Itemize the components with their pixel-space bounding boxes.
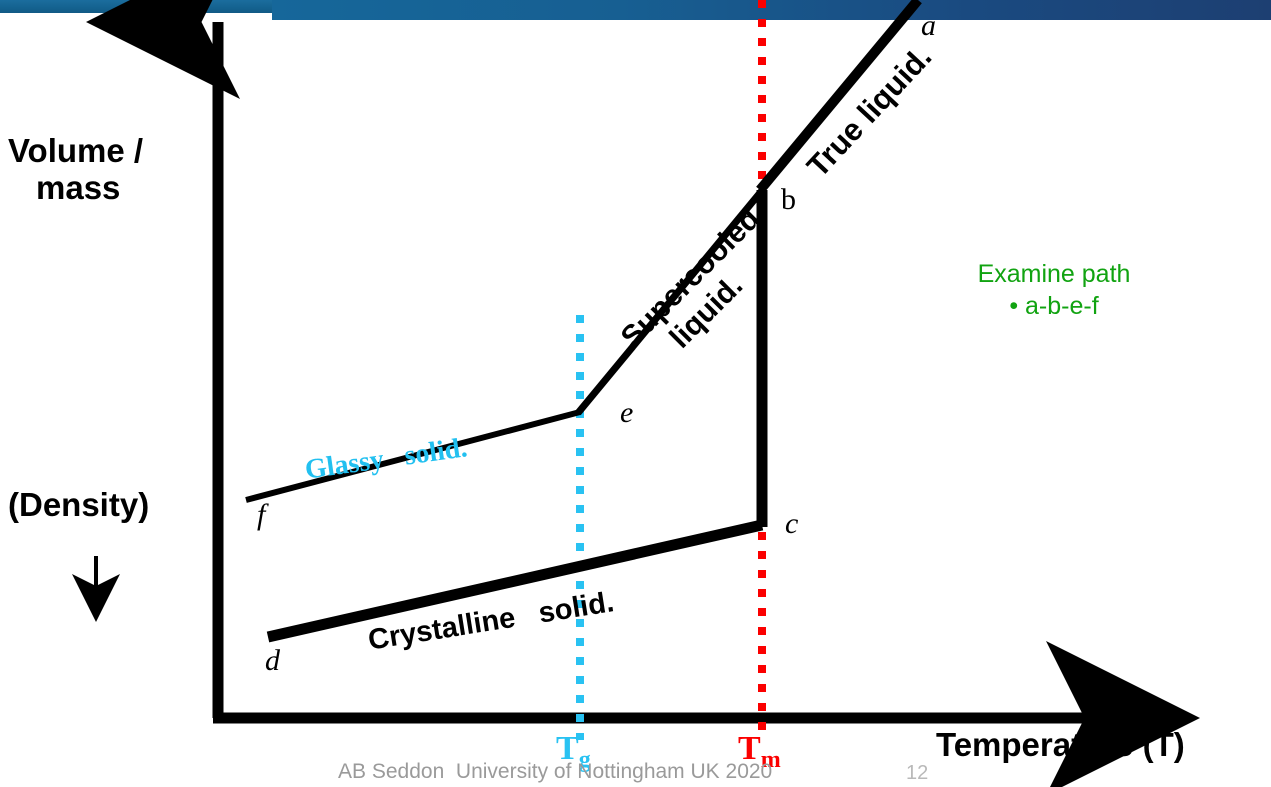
tg-main: T (556, 730, 579, 767)
x-tick-label-tg: Tg (556, 730, 591, 774)
annotation-heading: Examine path (977, 260, 1131, 288)
point-label-a: a (921, 9, 936, 42)
curve-crystalline-solid (266, 519, 764, 643)
y-axis-label-density: (Density) (8, 486, 150, 523)
tm-main: T (738, 730, 761, 767)
point-label-d: d (265, 644, 280, 677)
point-label-b: b (781, 183, 796, 216)
title-bar-right-segment (272, 0, 1271, 20)
annotation-bullet-item: • a-b-e-f (1009, 292, 1099, 320)
tg-subscript: g (578, 746, 591, 773)
y-axis-label-line1: Volume / (8, 132, 144, 169)
point-label-f: f (257, 498, 266, 531)
point-label-e: e (620, 396, 634, 429)
curve-true-liquid (756, 0, 922, 194)
page-number: 12 (906, 762, 929, 784)
curve-supercooled-liquid (575, 185, 767, 416)
annotation-examine-path: Examine path • a-b-e-f (939, 258, 1169, 322)
curve-glassy-solid (245, 409, 581, 503)
x-tick-label-tm: Tm (738, 730, 781, 774)
point-label-c: c (785, 507, 799, 540)
y-axis-label-line2: mass (36, 168, 121, 206)
x-axis-label: Temperature (T) (936, 726, 1185, 763)
y-axis-label-volume: Volume / mass (8, 132, 144, 207)
footer-credit: AB Seddon University of Nottingham UK 20… (338, 760, 773, 783)
tm-subscript: m (760, 746, 781, 773)
